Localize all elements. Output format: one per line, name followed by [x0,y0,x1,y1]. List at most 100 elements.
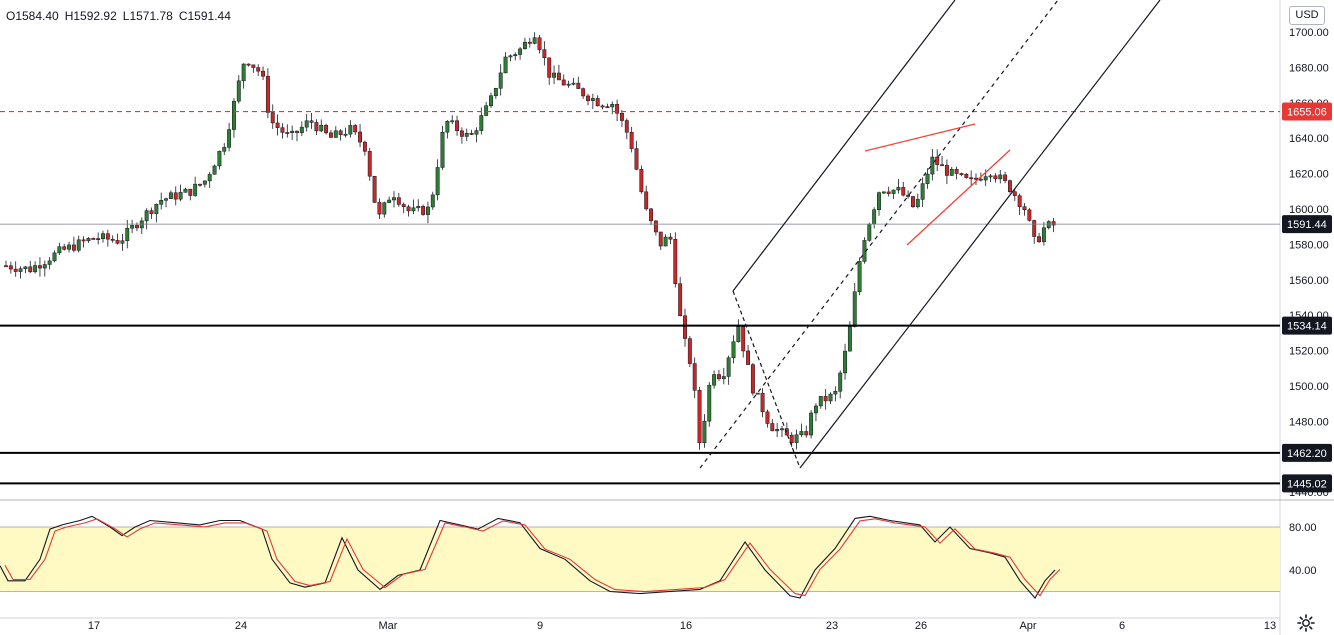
candle-body [857,261,862,293]
candle-body [959,173,964,175]
price-tick-label: 1560.00 [1289,275,1329,287]
candle-body [867,223,872,241]
candle-body [523,41,527,50]
candle-body [600,105,605,108]
candle-body [202,180,207,185]
candle-body [348,125,353,135]
candle-body [42,264,47,269]
candle-body [881,191,886,194]
candle-body [1046,221,1051,229]
price-tag: 1534.14 [1282,316,1332,335]
candle-body [547,57,552,78]
time-tick-label: 17 [88,620,100,632]
candle-body [717,374,721,380]
candle-body [96,238,101,240]
candle-body [275,122,280,128]
candle-body [493,88,498,96]
candle-body [901,187,906,196]
candle-body [57,246,62,254]
candle-body [944,164,949,176]
candle-body [1037,236,1041,243]
candle-body [906,194,911,197]
candle-body [440,131,445,168]
candle-body [212,165,217,175]
ohlc-readout: O1584.40 H1592.92 L1571.78 C1591.44 [6,9,237,23]
gear-icon[interactable] [1296,613,1316,633]
candle-body [542,49,547,59]
candle-body [983,176,988,181]
ohlc-high: H1592.92 [64,9,117,23]
candle-body [702,420,707,443]
candle-body [232,100,236,130]
candle-body [76,239,81,251]
candle-body [154,204,159,214]
candle-body [741,326,746,352]
candle-body [736,326,741,342]
candle-body [71,244,76,251]
candle-body [47,260,52,265]
candle-body [911,196,915,208]
price-tick-label: 1680.00 [1289,62,1329,74]
candle-body [755,392,760,395]
ascending-channel[interactable] [699,0,1161,469]
candle-body [28,266,33,273]
candle-body [445,121,450,133]
time-tick-label: 16 [680,620,692,632]
price-tag: 1462.20 [1282,443,1332,462]
candle-body [392,197,396,201]
candle-body [1041,227,1046,243]
price-tick-label: 1700.00 [1289,27,1329,39]
candle-body [920,183,925,200]
candle-body [518,48,523,55]
candle-body [382,202,387,215]
candle-body [367,151,372,177]
candle-body [804,431,809,436]
candle-body [721,376,726,380]
candle-body [265,75,270,113]
price-tick-label: 1620.00 [1289,169,1329,181]
candle-body [576,82,581,89]
candle-body [644,191,649,210]
candle-body [988,175,993,178]
candle-body [1012,191,1017,196]
candle-body [173,192,178,200]
candle-body [270,112,275,124]
candle-body [319,124,324,132]
candle-body [527,41,532,44]
candle-body [886,191,891,194]
price-tag-label: 1462.20 [1287,448,1327,460]
stoch-tick-label: 40.00 [1289,565,1317,577]
candle-body [620,113,624,121]
candle-body [566,83,571,86]
candle-body [649,208,653,222]
candle-body [1022,206,1027,211]
candle-body [125,227,130,242]
candle-body [930,156,935,175]
candle-body [993,175,998,180]
candle-body [872,209,877,225]
candle-body [62,246,67,250]
candle-body [847,326,852,352]
price-tag-label: 1445.02 [1287,478,1327,490]
candle-body [358,131,363,143]
candle-body [750,364,755,394]
candle-body [683,315,687,339]
currency-button[interactable]: USD [1289,6,1325,25]
candle-body [712,374,717,386]
candle-body [940,164,944,167]
candle-body [144,210,149,222]
candle-body [818,396,823,407]
time-tick-label: Apr [1019,620,1036,632]
candle-body [110,238,115,241]
candle-body [809,412,814,436]
rising-wedge[interactable] [864,123,1011,246]
candle-body [624,120,629,133]
candle-body [964,173,969,178]
candle-body [23,266,28,269]
candle-body [891,189,896,194]
candle-body [91,238,96,240]
candles [4,32,1056,450]
candle-body [241,63,246,82]
candle-body [372,175,377,203]
